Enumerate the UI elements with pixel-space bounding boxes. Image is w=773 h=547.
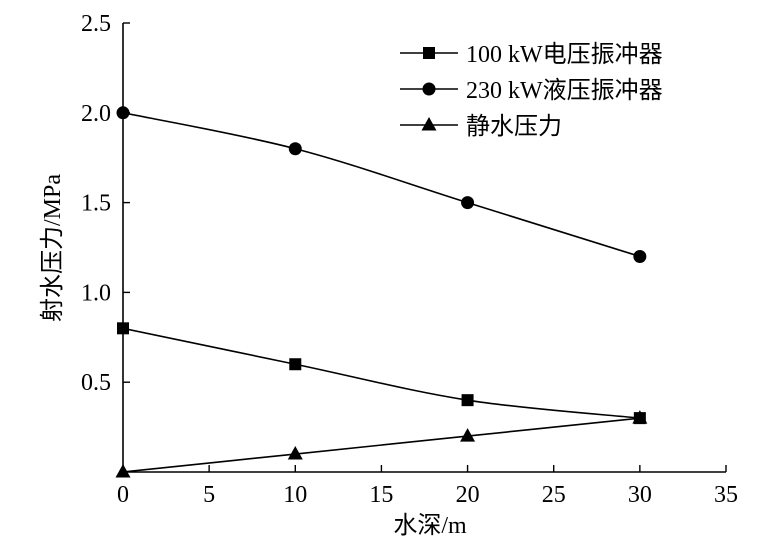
data-point-square (461, 394, 474, 407)
data-point-circle (422, 82, 436, 96)
series-square (117, 322, 646, 425)
x-tick-label: 0 (117, 482, 129, 508)
legend-item: 100 kW电压振冲器 (400, 41, 663, 68)
data-point-triangle (115, 464, 131, 478)
y-tick-label: 1.0 (81, 280, 111, 306)
data-point-square (423, 47, 435, 59)
legend-item: 230 kW液压振冲器 (400, 77, 663, 104)
legend-label: 100 kW电压振冲器 (466, 41, 663, 68)
data-point-circle (461, 196, 475, 210)
x-tick-label: 15 (369, 482, 393, 508)
ticks: 0 5 10 15 20 25 30 35 0.5 1.0 1.5 2.0 2.5 (81, 11, 738, 508)
series-line (122, 112, 641, 258)
data-point-circle (633, 249, 647, 263)
data-point-square (289, 358, 302, 371)
data-point-circle (116, 106, 130, 120)
series-triangle (115, 410, 648, 478)
x-tick-label: 25 (542, 482, 566, 508)
y-tick-label: 2.5 (81, 11, 111, 37)
y-axis-label: 射水压力/MPa (39, 174, 66, 322)
y-tick-label: 2.0 (81, 101, 111, 127)
x-tick-label: 35 (714, 482, 738, 508)
legend-label: 静水压力 (466, 113, 562, 140)
data-point-triangle (421, 117, 437, 131)
x-axis-label: 水深/m (393, 512, 467, 539)
legend-label: 230 kW液压振冲器 (466, 77, 663, 104)
y-tick-label: 0.5 (81, 370, 111, 396)
series-circle (116, 106, 647, 263)
y-tick-label: 1.5 (81, 191, 111, 217)
data-point-triangle (460, 428, 476, 442)
data-point-triangle (632, 410, 648, 424)
axes (122, 23, 726, 473)
x-tick-label: 20 (456, 482, 480, 508)
series-line (122, 417, 640, 473)
data-point-triangle (287, 446, 303, 460)
series-line (122, 327, 640, 419)
data-point-circle (288, 142, 302, 156)
data-point-square (117, 322, 129, 335)
legend-item: 静水压力 (400, 113, 562, 140)
x-tick-label: 10 (283, 482, 307, 508)
x-tick-label: 5 (203, 482, 215, 508)
x-tick-label: 30 (628, 482, 652, 508)
series-layer (115, 106, 648, 478)
